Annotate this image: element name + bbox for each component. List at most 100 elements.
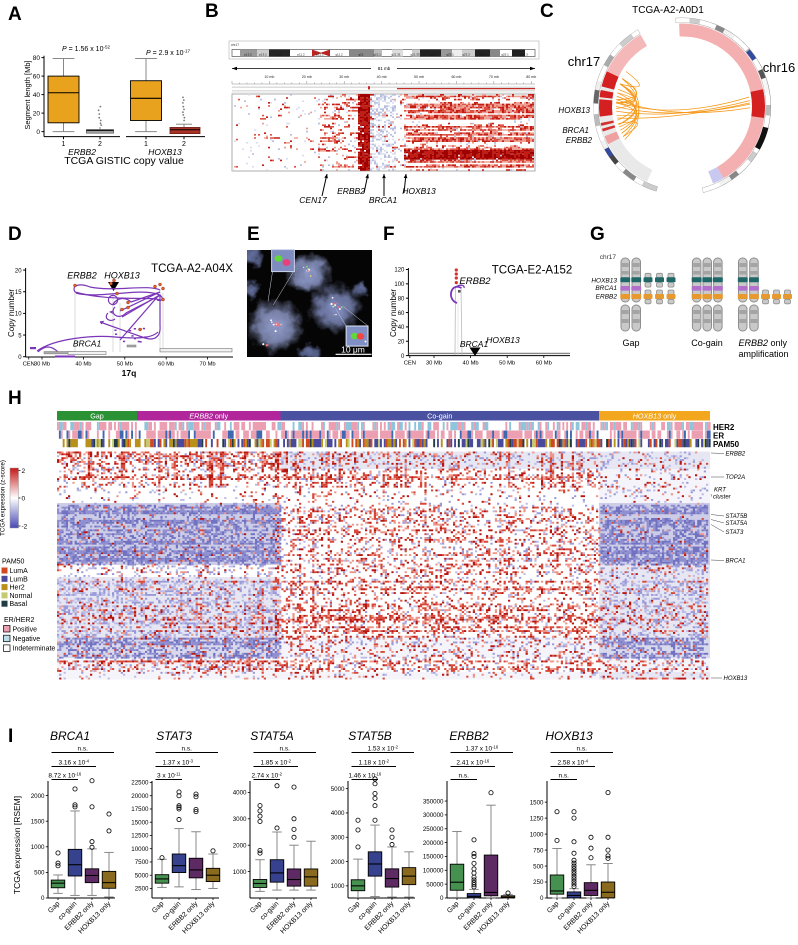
svg-text:17q: 17q	[122, 368, 137, 378]
svg-text:80: 80	[398, 296, 405, 302]
svg-text:250: 250	[533, 879, 544, 886]
svg-text:cluster: cluster	[713, 495, 732, 501]
svg-text:BRCA1: BRCA1	[726, 559, 746, 565]
svg-text:HOXB13: HOXB13	[591, 277, 617, 284]
svg-text:4000: 4000	[331, 810, 345, 817]
svg-text:20: 20	[15, 268, 22, 274]
svg-text:17500: 17500	[131, 806, 149, 813]
svg-text:n.s.: n.s.	[559, 773, 570, 780]
svg-text:30 Mb: 30 Mb	[34, 362, 50, 368]
svg-text:0: 0	[22, 495, 26, 502]
svg-text:HER2: HER2	[713, 423, 735, 432]
svg-text:60: 60	[398, 311, 405, 317]
svg-text:1500: 1500	[31, 818, 45, 825]
svg-text:HOXB13: HOXB13	[402, 186, 436, 196]
svg-text:Negative: Negative	[13, 636, 41, 643]
svg-text:PAM50: PAM50	[713, 440, 740, 449]
svg-text:40 Mb: 40 Mb	[75, 362, 91, 368]
svg-text:10000: 10000	[131, 846, 149, 853]
svg-text:2: 2	[98, 141, 102, 148]
svg-text:Her2: Her2	[10, 585, 25, 592]
svg-text:100000: 100000	[423, 868, 444, 875]
svg-text:BRCA1: BRCA1	[460, 339, 489, 349]
svg-text:H: H	[8, 388, 22, 409]
svg-text:LumA: LumA	[10, 568, 29, 575]
svg-text:1.18 x 10-2: 1.18 x 10-2	[359, 758, 390, 766]
svg-text:1500: 1500	[530, 799, 544, 806]
svg-text:70 mb: 70 mb	[489, 75, 499, 79]
svg-text:81 mb: 81 mb	[378, 66, 391, 71]
svg-text:2000: 2000	[331, 859, 345, 866]
svg-text:70 Mb: 70 Mb	[200, 362, 216, 368]
svg-text:40 Mb: 40 Mb	[463, 361, 479, 367]
svg-text:2.74 x 10-2: 2.74 x 10-2	[252, 771, 283, 779]
svg-text:ERBB2: ERBB2	[459, 276, 491, 287]
svg-text:BRCA1: BRCA1	[50, 729, 90, 743]
svg-text:5: 5	[18, 333, 22, 339]
svg-text:0: 0	[36, 129, 40, 136]
svg-text:0: 0	[440, 895, 444, 902]
svg-text:ERBB2: ERBB2	[68, 147, 96, 157]
svg-text:chr16: chr16	[763, 60, 796, 75]
svg-text:Indeterminate: Indeterminate	[13, 646, 56, 653]
svg-text:p13.1: p13.1	[259, 52, 267, 56]
svg-text:5000: 5000	[135, 872, 149, 879]
svg-text:G: G	[590, 224, 605, 245]
svg-text:Normal: Normal	[10, 593, 33, 600]
svg-text:2000: 2000	[233, 842, 247, 849]
svg-text:chr17: chr17	[231, 43, 239, 47]
svg-text:q11.2: q11.2	[335, 52, 343, 56]
svg-text:HOXB13: HOXB13	[558, 106, 590, 115]
svg-text:40: 40	[398, 325, 405, 331]
svg-text:TOP2A: TOP2A	[726, 475, 746, 481]
svg-text:TCGA GISTIC copy value: TCGA GISTIC copy value	[64, 155, 184, 167]
svg-text:2: 2	[182, 141, 186, 148]
svg-text:350000: 350000	[423, 798, 444, 805]
svg-text:500: 500	[533, 863, 544, 870]
svg-text:F: F	[383, 224, 395, 245]
svg-text:750: 750	[533, 847, 544, 854]
svg-text:30 Mb: 30 Mb	[426, 361, 442, 367]
svg-text:Copy number: Copy number	[389, 289, 398, 337]
svg-text:ERBB2: ERBB2	[566, 136, 593, 145]
svg-text:STAT3: STAT3	[156, 729, 192, 743]
svg-text:12500: 12500	[131, 833, 149, 840]
svg-text:Gap: Gap	[90, 411, 104, 420]
svg-text:p12: p12	[276, 52, 281, 56]
svg-text:1: 1	[144, 141, 148, 148]
svg-text:Co-gain: Co-gain	[691, 338, 723, 348]
svg-text:amplification: amplification	[739, 349, 789, 359]
svg-text:0: 0	[401, 354, 405, 360]
svg-text:0: 0	[41, 895, 45, 902]
svg-text:40: 40	[33, 92, 41, 99]
svg-text:1.53 x 10-2: 1.53 x 10-2	[368, 744, 399, 752]
svg-text:ERBB2: ERBB2	[726, 452, 746, 458]
svg-text:50000: 50000	[426, 881, 444, 888]
svg-text:BRCA1: BRCA1	[562, 126, 589, 135]
svg-text:HOXB13: HOXB13	[724, 676, 748, 682]
svg-text:1.85 x 10-2: 1.85 x 10-2	[261, 758, 292, 766]
svg-text:20 mb: 20 mb	[302, 75, 312, 79]
svg-text:KRT: KRT	[714, 488, 727, 494]
svg-text:10 mb: 10 mb	[264, 75, 274, 79]
svg-text:80 mb: 80 mb	[526, 75, 536, 79]
svg-text:D: D	[8, 224, 22, 245]
svg-text:n.s.: n.s.	[577, 746, 588, 753]
svg-text:q25.1: q25.1	[501, 52, 509, 56]
svg-text:2: 2	[22, 468, 26, 475]
svg-text:200000: 200000	[423, 840, 444, 847]
svg-text:1: 1	[62, 141, 66, 148]
svg-text:22500: 22500	[131, 780, 149, 787]
svg-text:E: E	[247, 224, 260, 245]
svg-text:STAT5B: STAT5B	[726, 514, 748, 520]
svg-text:chr17: chr17	[600, 254, 617, 261]
svg-text:100: 100	[394, 282, 405, 288]
svg-text:HOXB13: HOXB13	[486, 335, 520, 345]
svg-text:10: 10	[15, 312, 22, 318]
svg-text:STAT5B: STAT5B	[348, 729, 392, 743]
svg-text:A: A	[8, 4, 22, 25]
svg-text:BRCA1: BRCA1	[73, 339, 102, 349]
svg-text:CEN17: CEN17	[299, 195, 327, 205]
svg-text:300000: 300000	[423, 812, 444, 819]
svg-text:60 mb: 60 mb	[451, 75, 461, 79]
